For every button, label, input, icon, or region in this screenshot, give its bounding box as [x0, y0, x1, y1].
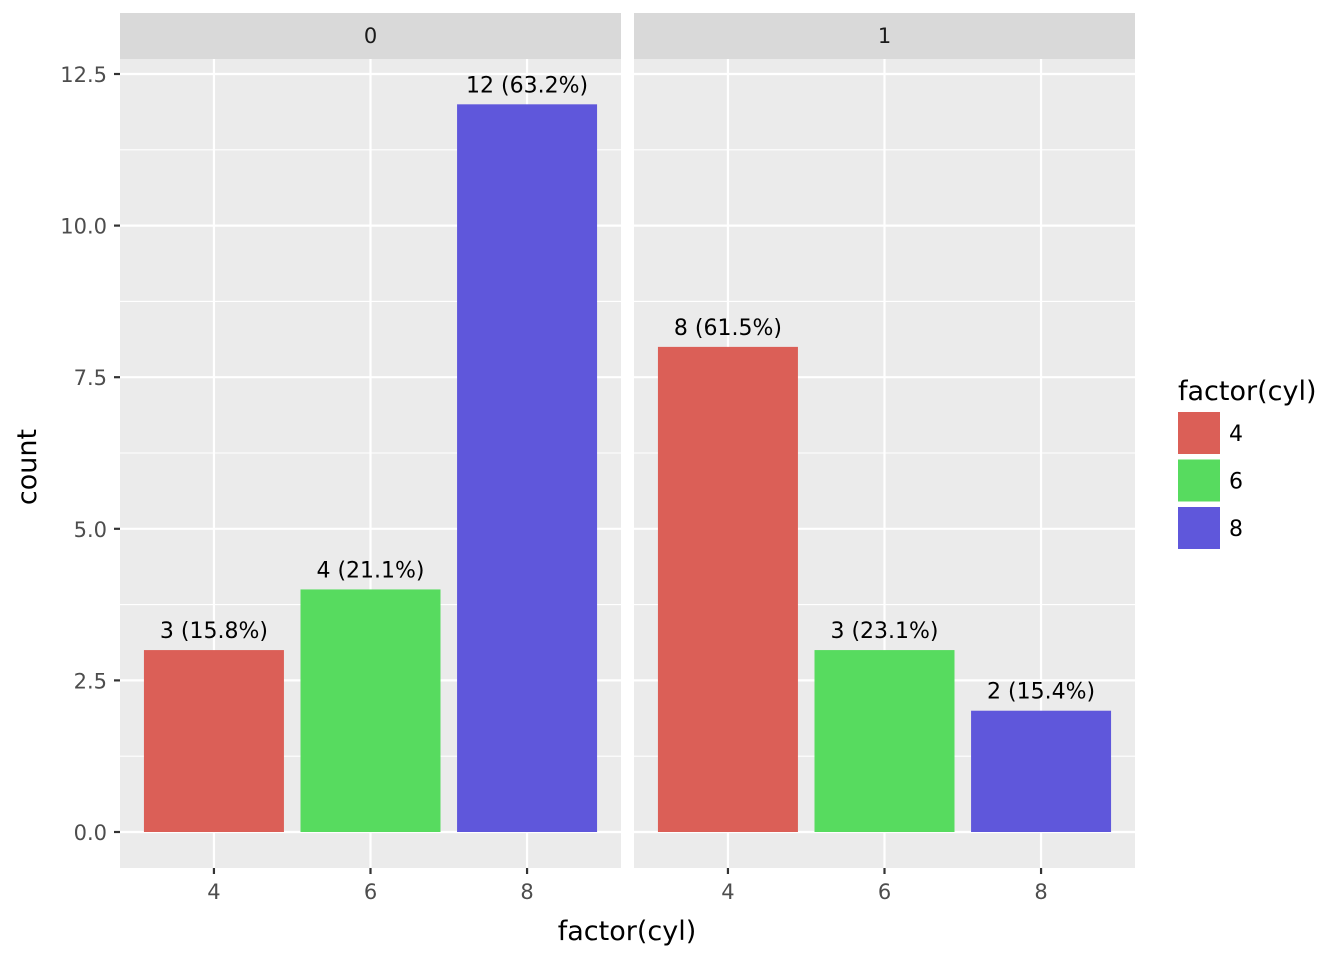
y-axis-title: count [12, 429, 43, 505]
bar-data-label: 4 (21.1%) [316, 558, 424, 583]
facet-strip-label: 1 [878, 24, 891, 48]
facet-strip-label: 0 [364, 24, 377, 48]
facet-panel-1: 1 8 (61.5%) 3 (23.1%) 2 (15.4%) 4 6 8 [634, 13, 1135, 904]
bar-data-label: 2 (15.4%) [987, 680, 1095, 705]
x-tick-label: 8 [1034, 880, 1047, 904]
y-tick-label: 12.5 [60, 63, 107, 87]
bar-data-label: 12 (63.2%) [466, 73, 588, 98]
facet-strip-bg [634, 13, 1135, 59]
legend: factor(cyl) 4 6 8 [1178, 376, 1317, 549]
y-tick-label: 10.0 [60, 215, 107, 239]
legend-key-6 [1178, 459, 1220, 502]
facet-panel-0: 0 3 (15.8%) 4 (21.1%) 12 (63.2%) 4 6 8 [120, 13, 621, 904]
bar-panel1-cyl6 [814, 650, 955, 832]
x-tick-label: 6 [878, 880, 891, 904]
bar-panel1-cyl8 [971, 710, 1112, 832]
bar-panel0-cyl8 [457, 104, 598, 832]
x-tick-label: 4 [207, 880, 220, 904]
legend-label-4: 4 [1229, 422, 1243, 447]
x-axis-title: factor(cyl) [558, 916, 697, 947]
y-tick-label: 5.0 [74, 518, 107, 542]
bar-panel0-cyl6 [300, 589, 441, 832]
legend-key-4 [1178, 412, 1220, 454]
bar-data-label: 8 (61.5%) [674, 316, 782, 341]
x-tick-label: 6 [364, 880, 377, 904]
facet-strip-bg [120, 13, 621, 59]
bar-panel0-cyl4 [143, 650, 284, 832]
legend-label-8: 8 [1229, 517, 1243, 542]
panels-layer: 0 3 (15.8%) 4 (21.1%) 12 (63.2%) 4 6 8 1 8 (61.5… [120, 13, 1135, 904]
bar-panel1-cyl4 [657, 346, 798, 832]
bar-data-label: 3 (23.1%) [830, 619, 938, 644]
y-tick-label: 7.5 [74, 366, 107, 390]
y-tick-label: 0.0 [74, 821, 107, 845]
legend-title: factor(cyl) [1178, 376, 1317, 407]
x-tick-label: 8 [520, 880, 533, 904]
x-tick-label: 4 [721, 880, 734, 904]
y-tick-label: 2.5 [74, 669, 107, 693]
legend-label-6: 6 [1229, 470, 1243, 495]
bar-data-label: 3 (15.8%) [160, 619, 268, 644]
legend-key-8 [1178, 507, 1220, 549]
y-axis: 0.0 2.5 5.0 7.5 10.0 12.5 [60, 63, 120, 845]
